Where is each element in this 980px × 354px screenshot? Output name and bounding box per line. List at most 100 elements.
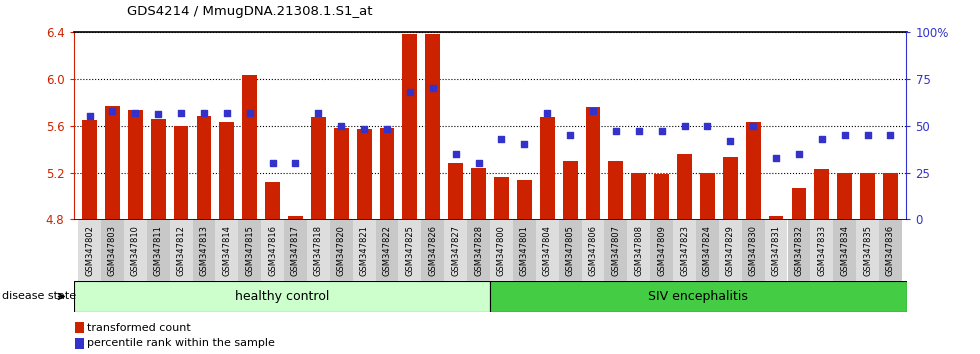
Bar bbox=[700, 172, 714, 219]
Text: GSM347821: GSM347821 bbox=[360, 225, 368, 276]
Text: GSM347830: GSM347830 bbox=[749, 225, 758, 276]
Text: GSM347823: GSM347823 bbox=[680, 225, 689, 276]
Text: GDS4214 / MmugDNA.21308.1.S1_at: GDS4214 / MmugDNA.21308.1.S1_at bbox=[127, 5, 373, 18]
Bar bbox=[448, 163, 464, 219]
Text: percentile rank within the sample: percentile rank within the sample bbox=[87, 338, 275, 348]
Point bbox=[676, 123, 692, 129]
Bar bbox=[311, 118, 325, 219]
Point bbox=[470, 160, 486, 166]
Text: GSM347807: GSM347807 bbox=[612, 225, 620, 276]
Bar bbox=[513, 219, 536, 281]
Bar bbox=[814, 169, 829, 219]
Bar bbox=[581, 219, 605, 281]
Point bbox=[242, 110, 258, 115]
Bar bbox=[353, 219, 375, 281]
Bar bbox=[82, 120, 97, 219]
Bar bbox=[883, 172, 898, 219]
Text: GSM347818: GSM347818 bbox=[314, 225, 322, 276]
Bar bbox=[609, 161, 623, 219]
Point bbox=[516, 142, 532, 147]
Text: GSM347810: GSM347810 bbox=[130, 225, 140, 276]
Bar bbox=[173, 126, 188, 219]
Text: GSM347811: GSM347811 bbox=[154, 225, 163, 276]
Point bbox=[585, 108, 601, 114]
Bar bbox=[857, 219, 879, 281]
Bar bbox=[673, 219, 696, 281]
Text: SIV encephalitis: SIV encephalitis bbox=[649, 290, 748, 303]
Bar bbox=[403, 34, 417, 219]
Bar bbox=[284, 219, 307, 281]
Bar bbox=[563, 161, 577, 219]
Bar bbox=[307, 219, 330, 281]
Bar bbox=[860, 172, 875, 219]
Bar bbox=[746, 122, 760, 219]
Text: GSM347831: GSM347831 bbox=[771, 225, 780, 276]
Text: healthy control: healthy control bbox=[234, 290, 329, 303]
Text: GSM347833: GSM347833 bbox=[817, 225, 826, 276]
Point bbox=[265, 160, 280, 166]
Bar bbox=[742, 219, 764, 281]
Bar bbox=[540, 118, 555, 219]
Text: GSM347802: GSM347802 bbox=[85, 225, 94, 276]
Text: GSM347804: GSM347804 bbox=[543, 225, 552, 276]
Point bbox=[402, 89, 417, 95]
Point bbox=[494, 136, 510, 142]
Point bbox=[127, 110, 143, 115]
Point bbox=[219, 110, 234, 115]
Point bbox=[357, 127, 372, 132]
Text: GSM347826: GSM347826 bbox=[428, 225, 437, 276]
Bar bbox=[471, 168, 486, 219]
Bar bbox=[238, 219, 261, 281]
Point bbox=[150, 112, 166, 117]
Bar bbox=[467, 219, 490, 281]
Point bbox=[722, 138, 738, 143]
Bar bbox=[151, 119, 166, 219]
Bar bbox=[123, 219, 147, 281]
Point bbox=[654, 129, 669, 134]
Point bbox=[196, 110, 212, 115]
Point bbox=[814, 136, 830, 142]
Text: GSM347834: GSM347834 bbox=[840, 225, 850, 276]
Text: GSM347828: GSM347828 bbox=[474, 225, 483, 276]
Text: GSM347815: GSM347815 bbox=[245, 225, 254, 276]
Text: GSM347824: GSM347824 bbox=[703, 225, 711, 276]
Bar bbox=[792, 188, 807, 219]
Bar bbox=[375, 219, 399, 281]
Point bbox=[81, 113, 97, 119]
Bar bbox=[837, 172, 853, 219]
Point bbox=[746, 123, 761, 129]
Bar bbox=[444, 219, 467, 281]
Bar bbox=[216, 219, 238, 281]
Bar bbox=[768, 216, 783, 219]
Point bbox=[563, 132, 578, 138]
Point bbox=[608, 129, 623, 134]
Point bbox=[859, 132, 875, 138]
Point bbox=[333, 123, 349, 129]
Bar bbox=[421, 219, 444, 281]
Bar bbox=[605, 219, 627, 281]
Text: GSM347817: GSM347817 bbox=[291, 225, 300, 276]
Bar bbox=[585, 107, 601, 219]
Point bbox=[173, 110, 189, 115]
Bar bbox=[74, 281, 490, 312]
Text: GSM347808: GSM347808 bbox=[634, 225, 643, 276]
Point bbox=[768, 155, 784, 160]
Point bbox=[700, 123, 715, 129]
Bar bbox=[833, 219, 857, 281]
Bar bbox=[127, 110, 143, 219]
Text: GSM347801: GSM347801 bbox=[519, 225, 529, 276]
Text: GSM347827: GSM347827 bbox=[451, 225, 461, 276]
Bar bbox=[536, 219, 559, 281]
Bar bbox=[810, 219, 833, 281]
Bar bbox=[78, 219, 101, 281]
Point bbox=[631, 129, 647, 134]
Point bbox=[105, 108, 121, 114]
Point bbox=[288, 160, 304, 166]
Point bbox=[311, 110, 326, 115]
Text: GSM347835: GSM347835 bbox=[863, 225, 872, 276]
Bar bbox=[879, 219, 902, 281]
Point bbox=[425, 85, 441, 91]
Bar bbox=[170, 219, 192, 281]
Text: GSM347814: GSM347814 bbox=[222, 225, 231, 276]
Text: GSM347832: GSM347832 bbox=[795, 225, 804, 276]
